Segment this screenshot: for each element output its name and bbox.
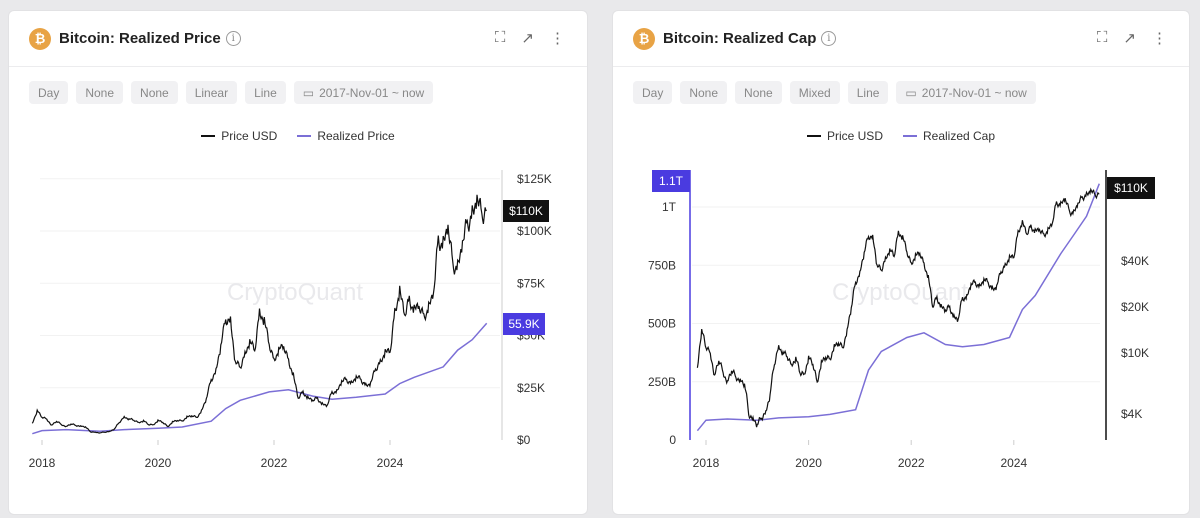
legend-label: Price USD <box>221 129 278 143</box>
panel-title: Bitcoin: Realized Price <box>59 30 221 47</box>
watermark: CryptoQuant <box>227 279 363 306</box>
panel-title: Bitcoin: Realized Cap <box>663 30 817 47</box>
price-badge-label: $110K <box>1114 181 1148 195</box>
price-badge-label: $110K <box>509 204 543 218</box>
x-tick-label: 2018 <box>29 456 56 470</box>
chart-type-button[interactable]: Line <box>847 81 889 104</box>
panel-header: ₿ Bitcoin: Realized Price i ⛶ ↗ ⋮ <box>9 11 587 67</box>
realized-cap-panel: ₿ Bitcoin: Realized Cap i ⛶ ↗ ⋮ Day None N… <box>612 10 1190 515</box>
left-tick-label: 250B <box>648 375 676 389</box>
right-tick-label: $40K <box>1121 254 1149 268</box>
legend-price[interactable]: Price USD <box>201 129 277 143</box>
date-range-button[interactable]: ▭ 2017-Nov-01 ~ now <box>896 81 1036 104</box>
left-tick-label: 1T <box>662 200 677 214</box>
info-icon[interactable]: i <box>821 31 837 46</box>
legend-label: Realized Cap <box>922 129 996 143</box>
external-link-icon[interactable]: ↗ <box>1123 30 1136 47</box>
realized-cap-badge-label: 1.1T <box>659 174 684 188</box>
chart-type-button[interactable]: Line <box>245 81 286 104</box>
price-usd-line <box>31 194 487 434</box>
more-icon[interactable]: ⋮ <box>1152 30 1167 47</box>
legend-realized[interactable]: Realized Cap <box>902 129 996 143</box>
price-badge <box>503 200 549 222</box>
left-tick-label: 0 <box>669 433 676 447</box>
x-tick-label: 2022 <box>898 456 925 470</box>
right-tick-label: $20K <box>1121 300 1149 314</box>
legend-price[interactable]: Price USD <box>806 129 883 143</box>
x-tick-label: 2018 <box>693 456 720 470</box>
moving-average-button[interactable]: None <box>680 81 728 104</box>
date-range-label: 2017-Nov-01 ~ now <box>921 85 1027 100</box>
interval-button[interactable]: Day <box>633 81 673 104</box>
moving-average-button[interactable]: None <box>76 81 124 104</box>
more-icon[interactable]: ⋮ <box>550 30 565 47</box>
realized-cap-badge <box>652 170 690 192</box>
date-range-button[interactable]: ▭ 2017-Nov-01 ~ now <box>293 81 434 104</box>
price-usd-line <box>696 187 1100 428</box>
date-range-label: 2017-Nov-01 ~ now <box>319 85 425 100</box>
left-tick-label: 750B <box>648 258 676 272</box>
realized-price-line <box>32 322 488 435</box>
info-icon[interactable]: i <box>225 31 241 46</box>
external-link-icon[interactable]: ↗ <box>521 30 534 47</box>
realized-badge-label: 55.9K <box>508 317 539 331</box>
realized-badge <box>503 313 545 335</box>
y-tick-label: $125K <box>517 172 552 186</box>
right-tick-label: $10K <box>1121 346 1149 360</box>
bitcoin-icon: ₿ <box>633 27 655 50</box>
left-tick-label: 500B <box>648 317 676 331</box>
y-tick-label: $75K <box>517 276 545 290</box>
filter-button[interactable]: None <box>735 81 782 104</box>
x-tick-label: 2024 <box>377 456 404 470</box>
fullscreen-icon[interactable]: ⛶ <box>1096 29 1108 46</box>
x-tick-label: 2020 <box>795 456 822 470</box>
fullscreen-icon[interactable]: ⛶ <box>494 29 506 46</box>
scale-button[interactable]: Mixed <box>789 81 840 104</box>
watermark: CryptoQuant <box>832 279 968 306</box>
calendar-icon: ▭ <box>905 85 917 100</box>
x-tick-label: 2024 <box>1000 456 1027 470</box>
y-tick-label: $100K <box>517 224 552 238</box>
right-tick-label: $4K <box>1121 407 1142 421</box>
x-tick-label: 2020 <box>145 456 172 470</box>
legend-realized[interactable]: Realized Price <box>297 129 395 143</box>
panel-header: ₿ Bitcoin: Realized Cap i ⛶ ↗ ⋮ <box>613 11 1189 67</box>
filter-button[interactable]: None <box>131 81 178 104</box>
bitcoin-icon: ₿ <box>29 27 51 50</box>
interval-button[interactable]: Day <box>29 81 69 104</box>
legend-label: Realized Price <box>317 129 395 143</box>
price-badge <box>1107 177 1155 199</box>
realized-cap-line <box>696 183 1100 432</box>
x-tick-label: 2022 <box>261 456 288 470</box>
y-tick-label: $25K <box>517 381 545 395</box>
scale-button[interactable]: Linear <box>185 81 238 104</box>
calendar-icon: ▭ <box>302 85 315 100</box>
legend-label: Price USD <box>826 129 883 143</box>
y-tick-label: $0 <box>517 433 531 447</box>
